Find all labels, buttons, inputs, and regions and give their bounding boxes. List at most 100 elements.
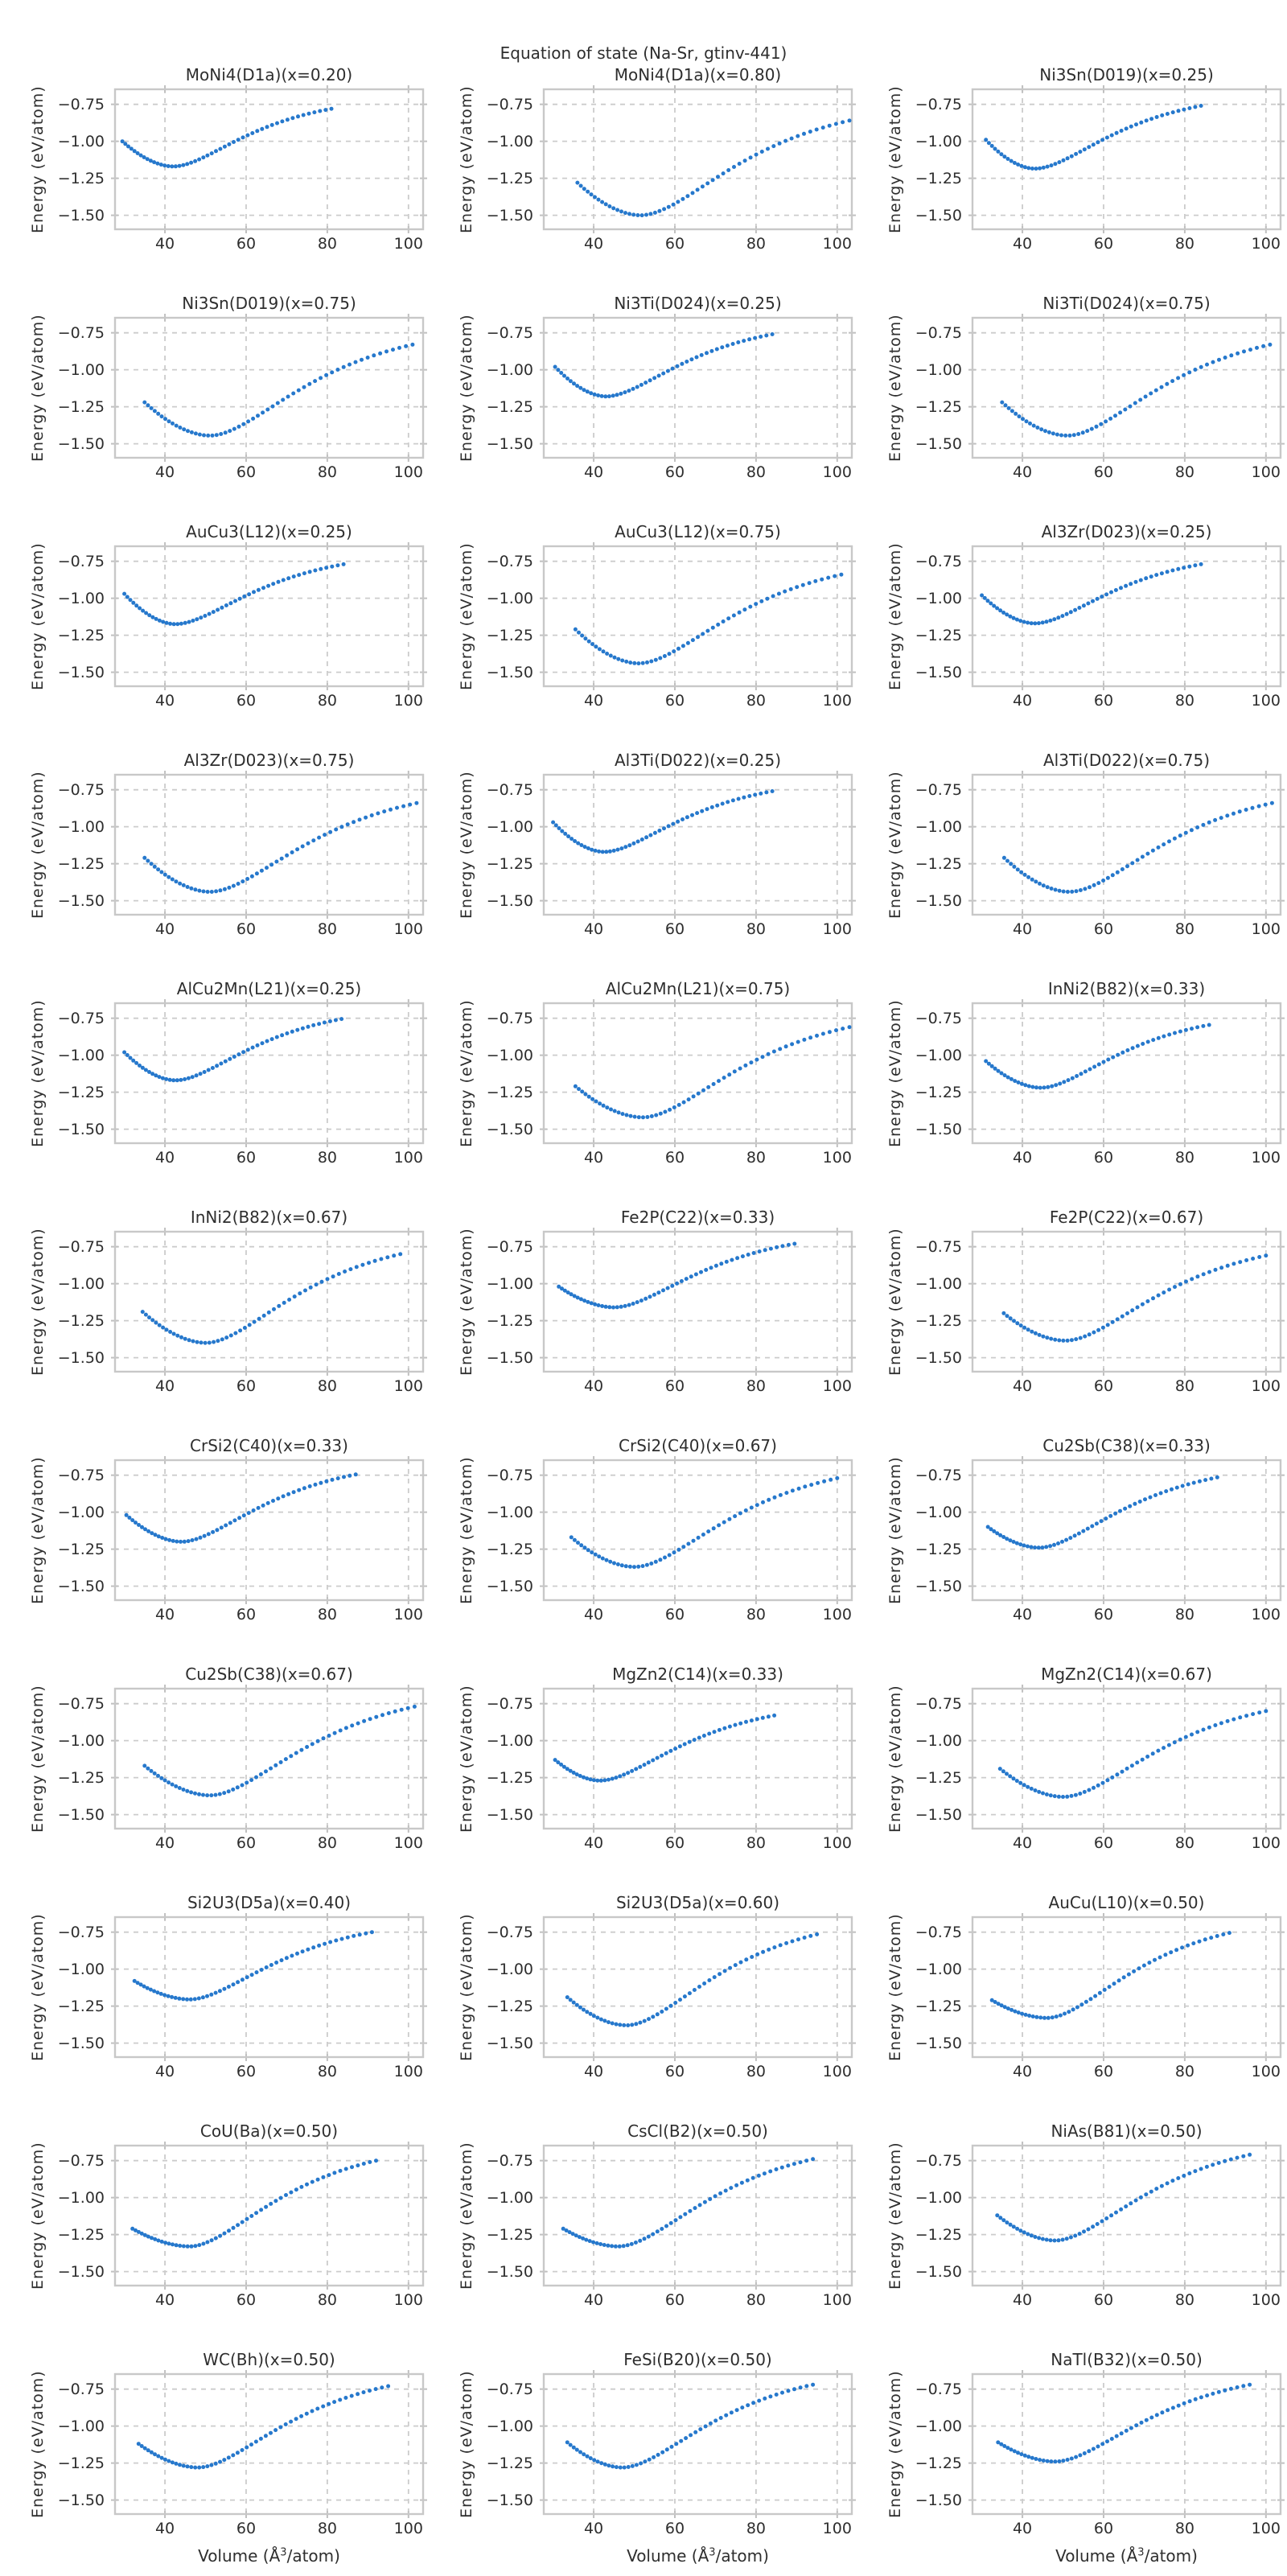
x-tick-label: 40 [1012,692,1033,710]
x-tick-label: 100 [393,920,423,938]
data-point [1096,1327,1101,1332]
data-point [1015,867,1020,872]
data-point [137,1523,141,1527]
data-point [1183,1734,1188,1739]
x-tick-label: 100 [1251,1606,1281,1623]
data-point [1078,888,1083,892]
subplot-cell: Fe2P(C22)(x=0.33) Energy (eV/atom) −0.75 −1… [429,1205,857,1434]
data-point [290,116,295,121]
data-point [1075,1074,1079,1078]
plot-area [968,1456,1285,1604]
data-point [712,1975,717,1980]
data-point [660,2227,664,2231]
data-point [774,2167,779,2171]
data-point [1241,2154,1246,2158]
data-point [618,2023,623,2027]
data-point [254,2211,259,2216]
data-point [1104,592,1109,597]
data-point [1041,1334,1046,1339]
data-point [582,2007,586,2012]
data-point [1113,588,1118,592]
data-point [290,1029,294,1034]
data-point [740,1254,745,1259]
data-point [653,657,658,662]
data-point [670,1283,675,1288]
data-point [1048,1544,1053,1549]
data-point [735,1256,740,1261]
data-point [727,1072,732,1077]
data-point [612,1561,616,1566]
y-axis-label: Energy (eV/atom) [29,771,47,919]
data-point [330,1477,335,1482]
data-point [693,2430,698,2434]
data-point [640,1564,645,1569]
data-point [699,1269,703,1274]
data-point [1128,1504,1133,1508]
y-tick-label: −1.25 [57,626,105,644]
data-point [587,2239,592,2244]
data-point [167,874,171,879]
data-point [657,829,662,833]
plot-area [111,1228,427,1376]
data-point [1019,163,1024,168]
axes-spines [971,88,1282,231]
data-point [281,1494,286,1499]
data-point [716,622,721,627]
data-point [303,1288,307,1293]
data-point [1033,621,1038,626]
data-point [1026,1084,1031,1088]
data-point [684,2436,689,2441]
data-point [218,888,223,893]
data-point [319,1480,323,1485]
data-point [711,1082,716,1086]
x-tick-label: 100 [393,463,423,481]
data-point [1112,1981,1116,1986]
data-point [1120,1314,1125,1319]
data-point [1102,1987,1107,1992]
data-point [1079,1072,1083,1076]
data-point [1090,1524,1095,1529]
data-point [1193,563,1198,568]
data-point [1056,2238,1061,2243]
data-point [1129,2426,1133,2430]
data-point [327,2401,331,2406]
x-tick-label: 60 [664,920,685,938]
data-point [632,1565,636,1570]
data-point [170,877,175,882]
y-tick-label: −0.75 [915,1009,962,1027]
data-point [132,1978,137,1983]
data-point [731,613,736,618]
data-point [701,1734,706,1738]
data-point [1070,889,1075,894]
data-point [608,1559,613,1564]
subplot-title: InNi2(B82)(x=0.33) [1047,979,1206,998]
data-point [639,2461,644,2466]
x-tick-label: 60 [1093,920,1114,938]
data-point [210,433,215,438]
data-point [159,414,164,419]
data-point [317,1943,322,1948]
data-point [814,127,819,132]
data-point [1061,1795,1065,1799]
x-tick-label: 60 [1093,2520,1114,2537]
data-point [1190,1027,1194,1031]
data-point [771,594,775,599]
data-point [1113,414,1117,418]
y-axis-label: Energy (eV/atom) [29,542,47,690]
data-point [764,333,769,338]
y-tick-label: −1.25 [915,1540,962,1558]
data-point [740,2405,745,2410]
data-point [642,1763,647,1767]
y-tick-label: −1.25 [915,397,962,416]
data-point [724,2413,729,2418]
y-tick-label: −1.00 [915,1046,962,1064]
y-tick-label: −1.25 [486,169,533,187]
x-tick-label: 60 [664,692,685,710]
data-point [619,209,623,214]
data-point [296,114,300,119]
data-point [651,1758,656,1763]
data-point [209,2238,214,2243]
data-point [220,605,224,610]
data-point [242,594,247,599]
data-point [760,1055,765,1060]
